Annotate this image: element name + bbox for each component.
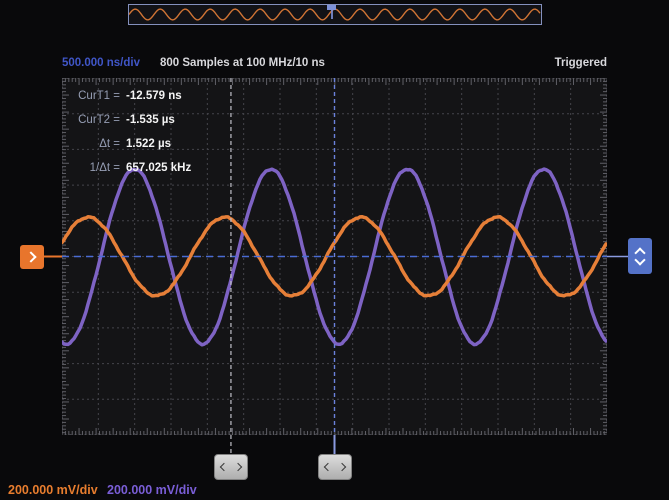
inverse-delta-t-value: 657.025 kHz bbox=[126, 162, 192, 174]
cursor-t1-handle[interactable] bbox=[318, 454, 352, 480]
delta-t-label: Δt = bbox=[99, 138, 120, 150]
trigger-position-marker[interactable] bbox=[327, 5, 336, 10]
channel1-offset-handle[interactable] bbox=[20, 245, 44, 269]
curt1-label: CurT1 = bbox=[78, 90, 120, 102]
readout-row-curt1: CurT1 = -12.579 ns bbox=[66, 84, 191, 108]
acquisition-info-label: 800 Samples at 100 MHz/10 ns bbox=[160, 57, 325, 69]
curt2-value: -1.535 µs bbox=[126, 114, 175, 126]
cursor-t2-handle[interactable] bbox=[214, 454, 248, 480]
channel1-scale-label: 200.000 mV/div bbox=[8, 483, 98, 497]
trigger-level-handle[interactable] bbox=[628, 238, 652, 274]
timebase-label: 500.000 ns/div bbox=[62, 57, 140, 69]
delta-t-value: 1.522 µs bbox=[126, 138, 171, 150]
readout-row-inverse-delta-t: 1/Δt = 657.025 kHz bbox=[66, 156, 192, 180]
curt2-label: CurT2 = bbox=[78, 114, 120, 126]
readout-row-curt2: CurT2 = -1.535 µs bbox=[66, 108, 191, 132]
readout-row-delta-t: Δt = 1.522 µs bbox=[66, 132, 191, 156]
chevron-left-icon bbox=[219, 462, 229, 472]
channel2-scale-label: 200.000 mV/div bbox=[107, 483, 197, 497]
curt1-value: -12.579 ns bbox=[126, 90, 182, 102]
chevron-right-icon bbox=[24, 251, 37, 263]
inverse-delta-t-label: 1/Δt = bbox=[89, 162, 120, 174]
chevron-right-icon bbox=[337, 462, 347, 472]
chevron-right-icon bbox=[233, 462, 243, 472]
cursor-readout: CurT1 = -12.579 ns CurT2 = -1.535 µs Δt … bbox=[66, 84, 191, 180]
capture-preview-strip[interactable] bbox=[128, 4, 542, 25]
chevron-left-icon bbox=[323, 462, 333, 472]
trigger-position-marker-stem bbox=[331, 5, 333, 19]
trigger-status-label: Triggered bbox=[554, 57, 607, 69]
